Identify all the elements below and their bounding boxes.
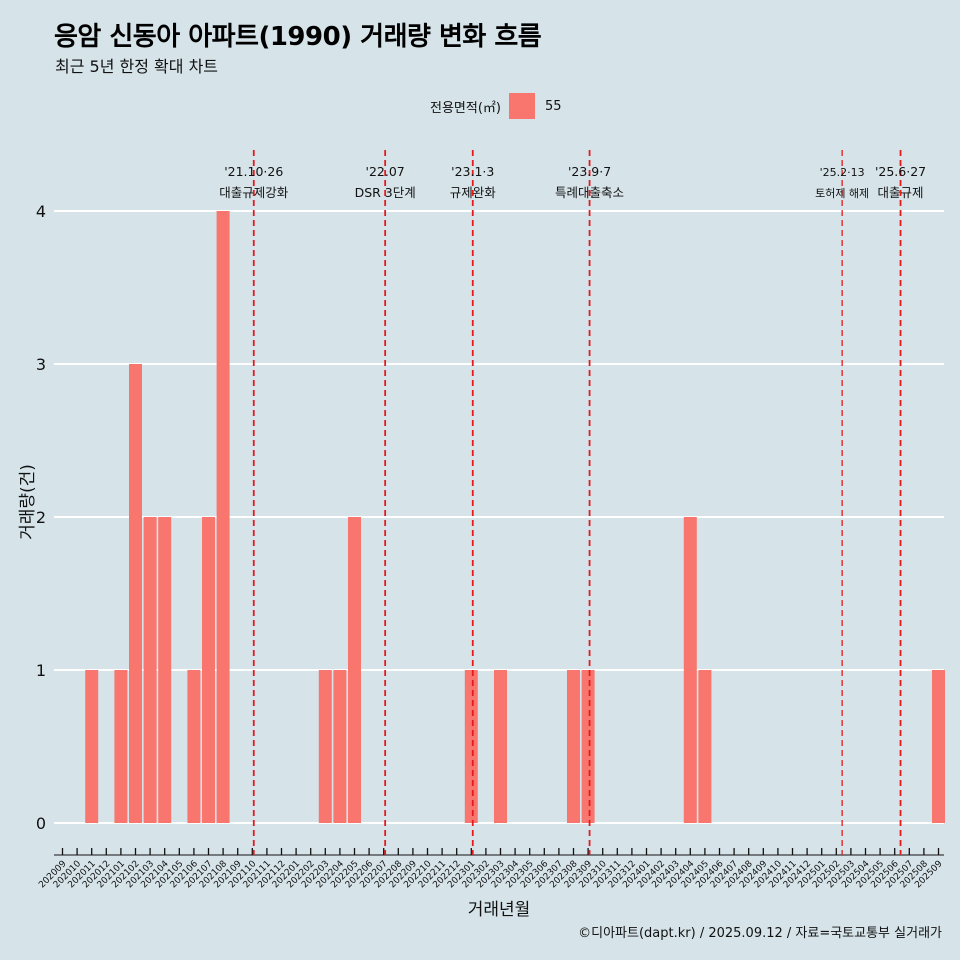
legend: 전용면적(㎡) 55 (430, 93, 562, 119)
bar (698, 670, 712, 823)
y-tick-label: 4 (36, 202, 46, 221)
event-label: 규제완화 (450, 185, 497, 200)
event-date: '23.9·7 (568, 164, 611, 179)
bar (318, 670, 332, 823)
bar (129, 364, 142, 823)
bar (202, 517, 215, 823)
event-label: 대출규제 (878, 185, 924, 200)
event-date: '25.2·13 (820, 166, 865, 179)
legend-item-label: 55 (544, 98, 562, 114)
bar (85, 670, 99, 823)
x-axis-title: 거래년월 (468, 900, 531, 920)
bar (581, 670, 595, 823)
bar (216, 211, 230, 823)
bar (683, 517, 697, 823)
bar (932, 670, 945, 823)
bar (348, 517, 361, 823)
event-date: '25.6·27 (875, 164, 926, 179)
y-axis-title: 거래량(건) (18, 464, 38, 540)
y-tick-label: 3 (36, 355, 46, 374)
bar (143, 517, 157, 823)
bar (333, 670, 347, 823)
bar (114, 670, 128, 823)
event-date: '23.1·3 (451, 164, 494, 179)
bar (187, 670, 201, 823)
y-tick-label: 0 (36, 814, 46, 833)
source-caption: ©디아파트(dapt.kr) / 2025.09.12 / 자료=국토교통부 실… (578, 926, 942, 941)
chart-title: 응암 신동아 아파트(1990) 거래량 변화 흐름 (54, 22, 542, 52)
bar (567, 670, 580, 823)
legend-swatch (508, 93, 535, 119)
event-date: '22.07 (366, 164, 405, 179)
event-label: 토허제 해제 (815, 186, 869, 200)
bar (158, 517, 172, 823)
bar (494, 670, 507, 823)
event-label: 특례대출축소 (555, 185, 624, 200)
event-date: '21.10·26 (224, 164, 283, 179)
y-tick-label: 2 (36, 508, 46, 527)
bar (464, 670, 478, 823)
legend-title: 전용면적(㎡) (430, 100, 501, 116)
y-tick-label: 1 (36, 661, 46, 680)
chart-subtitle: 최근 5년 한정 확대 차트 (55, 57, 219, 76)
event-label: 대출규제강화 (219, 185, 289, 200)
event-label: DSR 3단계 (355, 185, 416, 200)
